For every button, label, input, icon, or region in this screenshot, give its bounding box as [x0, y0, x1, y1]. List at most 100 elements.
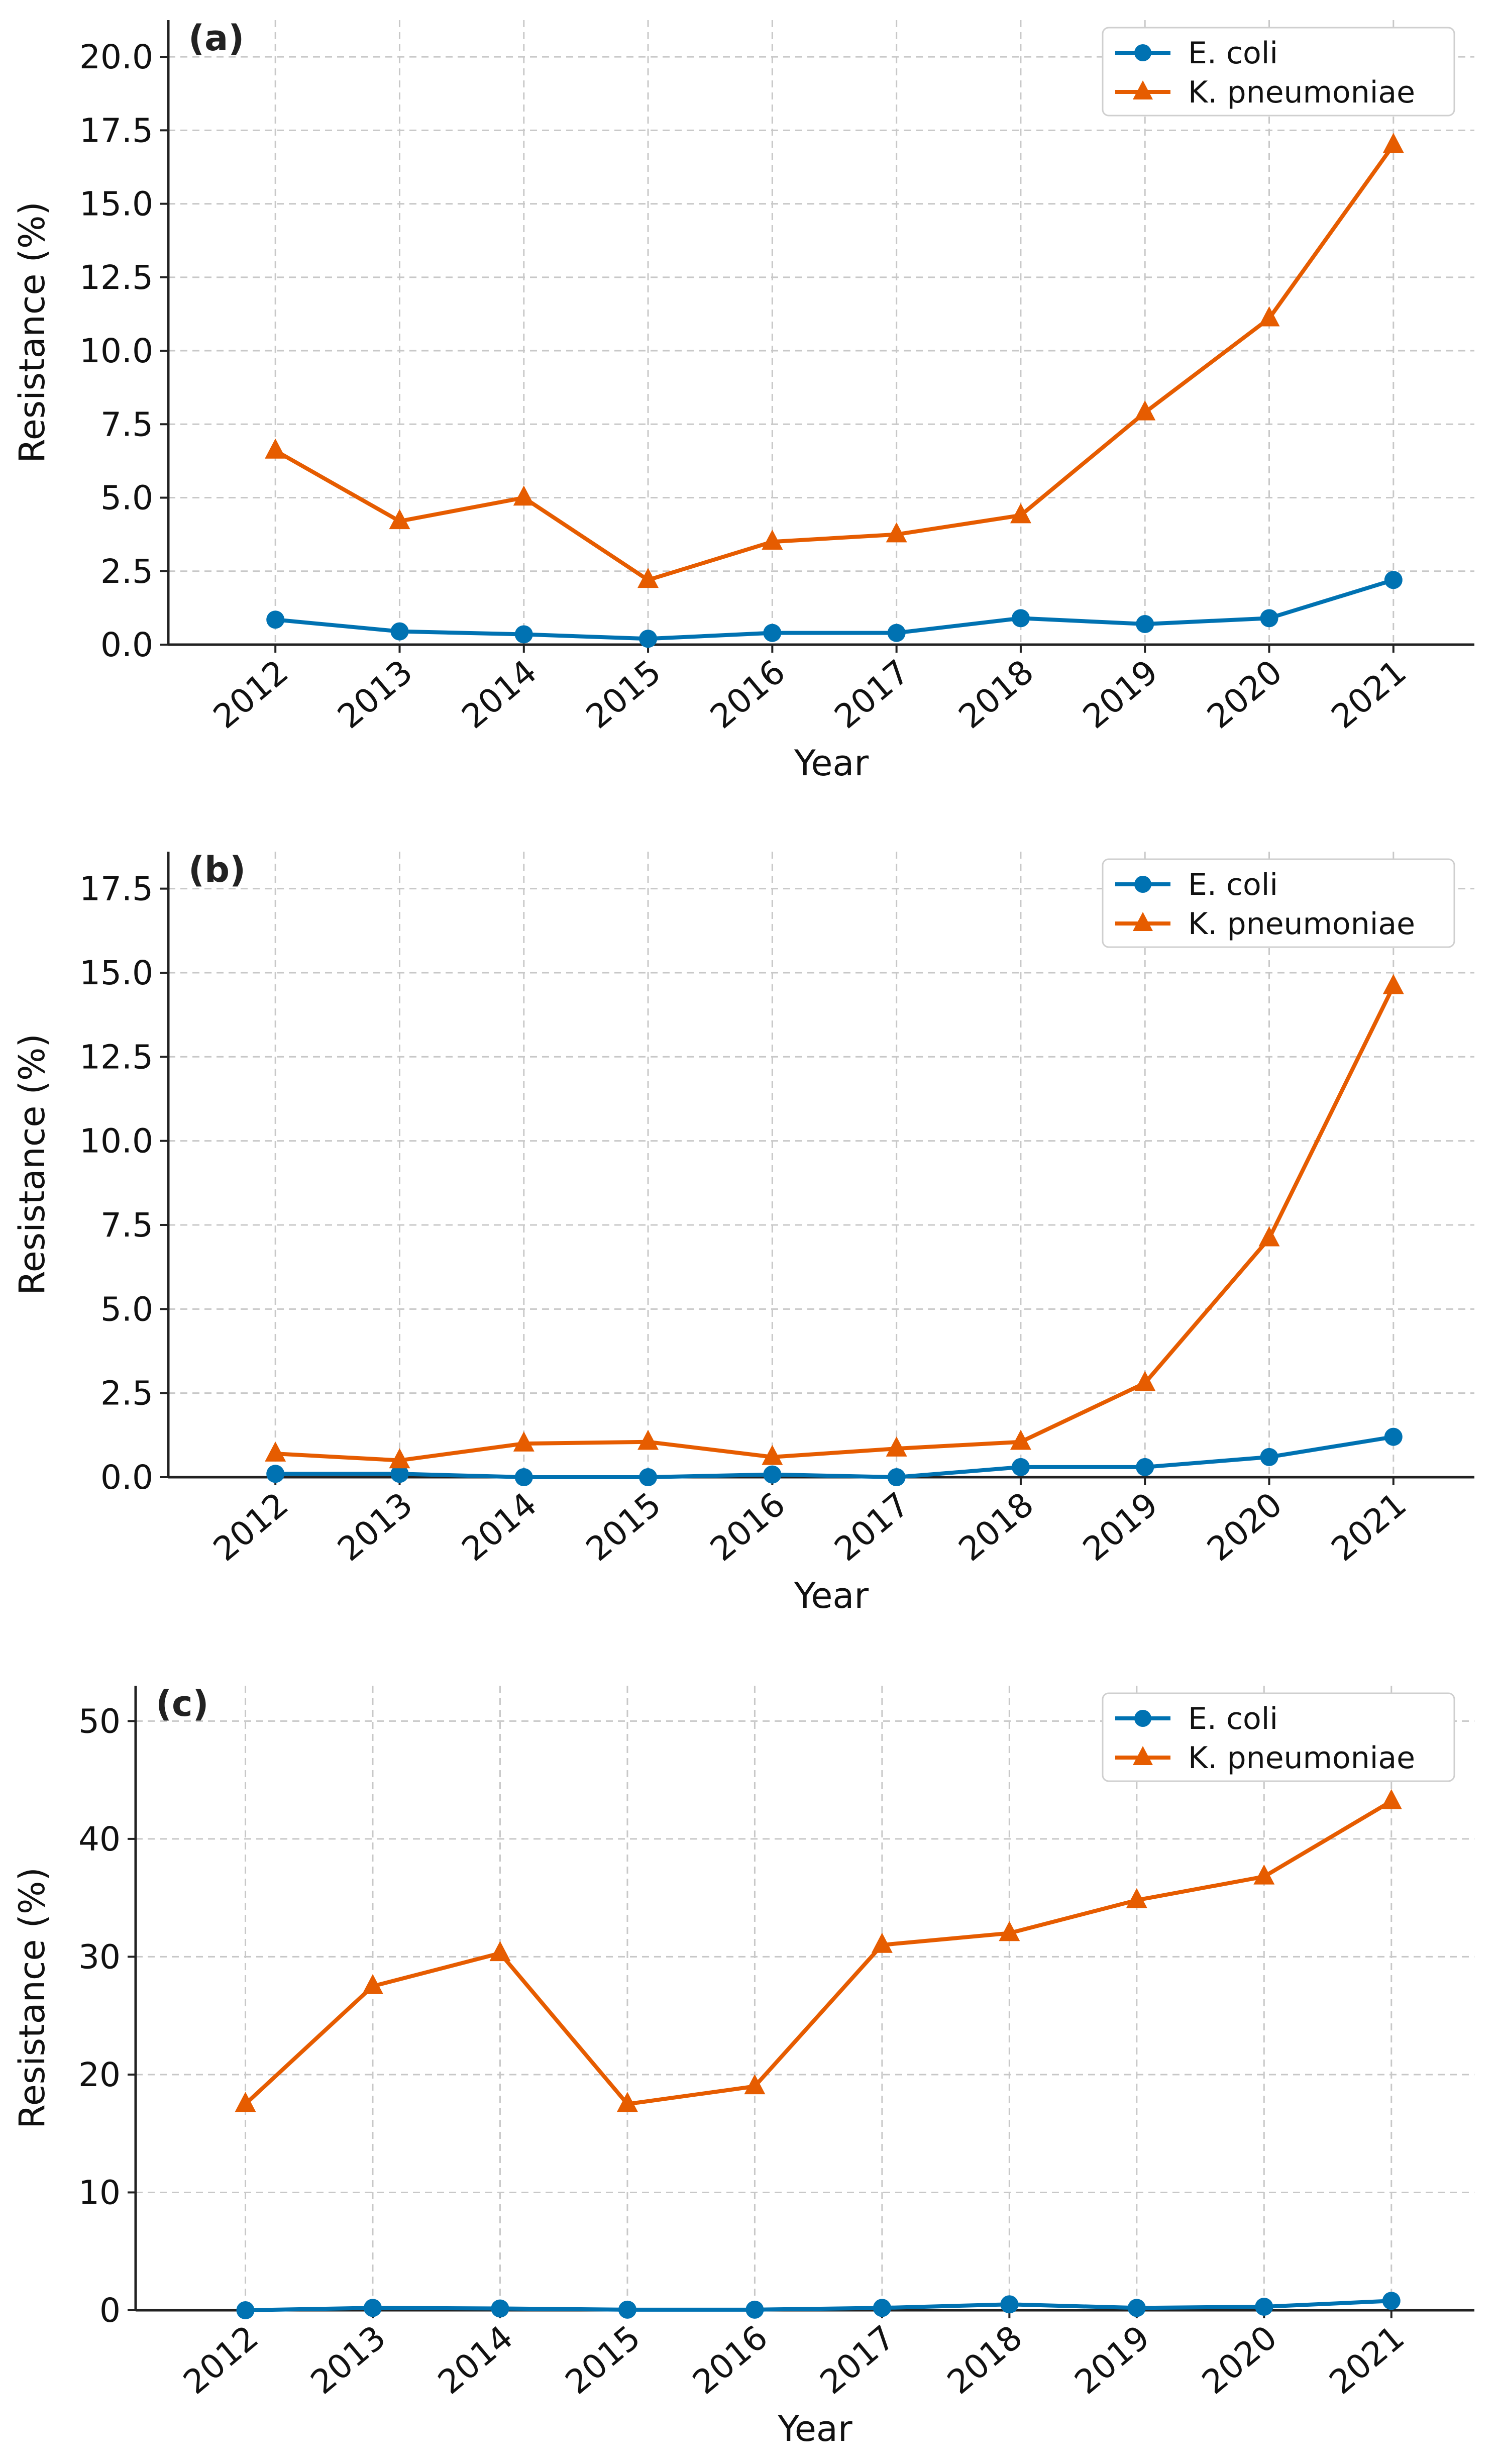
data-point — [887, 1468, 906, 1486]
series-line — [275, 985, 1396, 1463]
x-tick-label: 2021 — [1322, 2318, 1412, 2402]
x-tick-label: 2012 — [206, 1485, 295, 1569]
data-point — [639, 1468, 658, 1486]
data-point — [1134, 1371, 1156, 1391]
data-point — [871, 1932, 893, 1953]
data-point — [1258, 306, 1280, 327]
data-point — [887, 624, 906, 642]
y-tick-label: 50 — [78, 1702, 121, 1740]
y-tick-label: 0.0 — [100, 1458, 153, 1497]
legend: E. coli K. pneumoniae — [1102, 27, 1455, 117]
x-tick-label: 2016 — [703, 652, 792, 736]
panel-label: (a) — [188, 18, 244, 59]
legend-box — [1102, 27, 1455, 117]
legend-label: K. pneumoniae — [1188, 1740, 1415, 1776]
x-tick-label: 2015 — [579, 652, 668, 736]
y-tick-label: 12.5 — [79, 1038, 153, 1076]
series-k-pneumoniae — [265, 133, 1404, 588]
x-tick-label: 2018 — [951, 1485, 1041, 1569]
panel-b: 0.0 2.5 5.0 7.5 10.0 12.5 15.0 17.5 2012 2013 2014… — [12, 849, 1474, 1616]
x-tick-label: 2013 — [303, 2318, 393, 2402]
y-tick-label: 10.0 — [79, 1122, 153, 1161]
series-line — [274, 144, 1396, 582]
legend-entry: K. pneumoniae — [1115, 75, 1415, 110]
x-tick-label: 2021 — [1324, 652, 1414, 736]
series-line — [275, 578, 1394, 641]
data-point — [873, 2299, 891, 2317]
data-point — [639, 630, 658, 648]
data-point — [491, 2299, 509, 2318]
y-tick-label: 0.0 — [100, 626, 153, 664]
data-point — [266, 610, 285, 629]
y-tick-label: 2.5 — [100, 552, 153, 591]
x-tick-label: 2021 — [1324, 1485, 1414, 1569]
y-tick-label: 5.0 — [100, 479, 153, 518]
series-line — [244, 1799, 1393, 2106]
data-point — [1255, 2297, 1273, 2316]
legend-marker — [1134, 44, 1151, 61]
y-tick-label: 0 — [99, 2291, 121, 2330]
data-point — [390, 622, 409, 641]
data-point — [1382, 974, 1404, 994]
data-point — [618, 2300, 636, 2319]
data-point — [1382, 2292, 1401, 2310]
x-tick-label: 2012 — [206, 652, 295, 736]
x-tick-label: 2012 — [176, 2318, 266, 2402]
data-point — [1000, 2295, 1019, 2314]
data-point — [265, 1441, 286, 1462]
series-e-coli — [266, 1427, 1403, 1486]
data-point — [637, 568, 659, 588]
data-point — [489, 1941, 511, 1962]
legend-marker — [1134, 1710, 1151, 1727]
legend-box — [1102, 858, 1455, 948]
series-k-pneumoniae — [235, 1789, 1402, 2112]
legend-entry: E. coli — [1115, 867, 1278, 902]
series-line — [275, 1434, 1394, 1479]
x-tick-label: 2017 — [813, 2318, 902, 2402]
data-point — [389, 1448, 410, 1469]
data-point — [762, 1445, 783, 1465]
data-point — [1127, 2299, 1146, 2317]
y-tick-label: 30 — [78, 1937, 121, 1976]
legend-marker — [1133, 1746, 1153, 1765]
data-point — [763, 624, 782, 642]
data-point — [1384, 1427, 1403, 1446]
y-tick-label: 5.0 — [100, 1290, 153, 1328]
x-tick-label: 2019 — [1076, 652, 1165, 736]
data-point — [1253, 1864, 1275, 1885]
x-tick-label: 2013 — [331, 652, 420, 736]
y-tick-label: 15.0 — [79, 185, 153, 224]
data-point — [364, 2299, 382, 2317]
y-tick-label: 12.5 — [79, 258, 153, 297]
x-tick-label: 2020 — [1195, 2318, 1284, 2402]
legend-label: E. coli — [1188, 1701, 1278, 1736]
legend-label: K. pneumoniae — [1188, 75, 1415, 110]
data-point — [744, 2074, 766, 2095]
data-point — [1260, 609, 1278, 628]
data-point — [514, 1468, 533, 1486]
data-point — [616, 2092, 638, 2112]
data-point — [266, 1465, 285, 1483]
data-point — [637, 1429, 659, 1450]
data-point — [513, 1431, 534, 1452]
y-axis-label: Resistance (%) — [12, 1034, 53, 1295]
legend: E. coli K. pneumoniae — [1102, 1692, 1455, 1782]
data-point — [235, 2092, 256, 2112]
data-point — [514, 625, 533, 644]
x-tick-label: 2014 — [455, 1485, 544, 1569]
data-point — [389, 509, 410, 530]
data-point — [886, 522, 907, 543]
x-tick-label: 2013 — [331, 1485, 420, 1569]
data-point — [1258, 1226, 1280, 1247]
data-point — [1260, 1448, 1278, 1466]
y-tick-label: 7.5 — [100, 405, 153, 444]
legend-entry: E. coli — [1115, 36, 1278, 71]
x-tick-label: 2016 — [686, 2318, 775, 2402]
data-point — [763, 1465, 782, 1484]
x-tick-label: 2016 — [703, 1485, 792, 1569]
y-tick-label: 17.5 — [79, 870, 153, 908]
legend-label: K. pneumoniae — [1188, 906, 1415, 942]
data-point — [1380, 1789, 1402, 1809]
data-point — [886, 1436, 907, 1457]
